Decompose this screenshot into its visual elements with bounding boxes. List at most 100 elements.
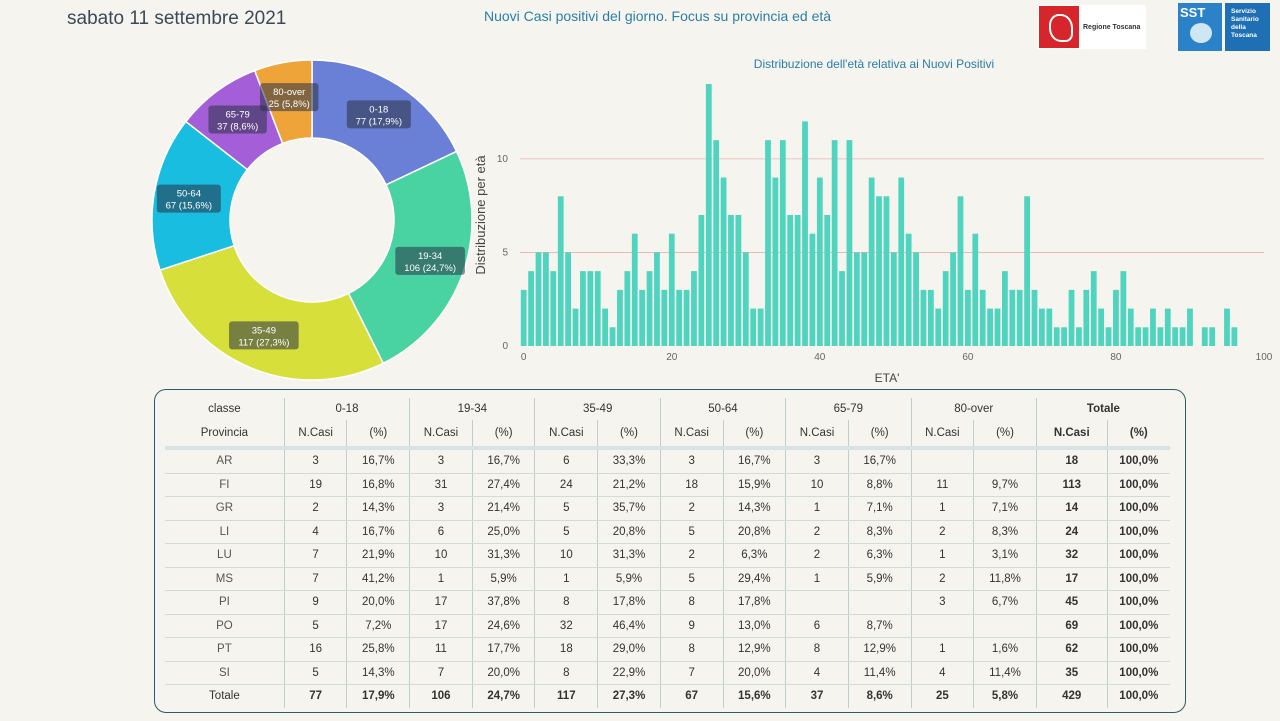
header-total-ncasi: N.Casi — [1036, 420, 1108, 450]
table-cell: 17,7% — [472, 637, 536, 662]
table-cell: 35,7% — [597, 496, 661, 521]
hist-bar — [831, 140, 838, 346]
table-row: LU 7 21,9% 10 31,3% 10 31,3% 2 6,3% 2 6,3% 1 3,1% 32 1… — [165, 543, 1170, 568]
table-row: PO 5 7,2% 17 24,6% 32 46,4% 9 13,0% 6 8,7% 69 100,0% — [165, 614, 1170, 638]
row-total: 45 — [1036, 590, 1108, 615]
row-total-pct: 100,0% — [1107, 496, 1170, 521]
hist-bar — [824, 215, 831, 346]
table-cell: 2 — [660, 543, 724, 568]
table-cell: 3 — [911, 590, 975, 615]
hist-bar — [594, 271, 601, 346]
hist-bar — [765, 140, 771, 346]
hist-bar — [713, 140, 720, 346]
hist-bar — [728, 215, 734, 346]
hist-bar — [846, 140, 853, 346]
table-cell: 6 — [785, 614, 849, 638]
hist-bar — [720, 177, 727, 346]
row-total-pct: 100,0% — [1107, 520, 1170, 544]
table-cell: 25 — [911, 684, 975, 708]
hist-bar — [624, 271, 631, 346]
table-cell: 16,7% — [848, 448, 912, 474]
header-total-pct: (%) — [1107, 420, 1170, 450]
donut-label-value: 106 (24,7%) — [404, 263, 456, 274]
donut-label-name: 80-over — [273, 87, 305, 98]
hist-bar — [1201, 327, 1208, 346]
table-cell: 22,9% — [597, 661, 661, 685]
y-tick-label: 5 — [502, 247, 508, 258]
header-ncasi: N.Casi — [785, 420, 849, 450]
x-axis-label: ETA' — [875, 371, 900, 382]
province-cell: Totale — [165, 684, 285, 708]
table-cell: 7 — [284, 567, 348, 591]
table-cell — [785, 590, 849, 615]
hist-bar — [979, 289, 986, 346]
table-cell: 31,3% — [597, 543, 661, 568]
hist-bar — [661, 289, 668, 346]
donut-slice-35-49 — [159, 244, 385, 381]
header-group: 0-18 — [284, 398, 411, 420]
table-cell: 17,8% — [723, 590, 787, 615]
donut-label-name: 65-79 — [225, 110, 249, 121]
header-pct: (%) — [597, 420, 661, 450]
province-cell: AR — [165, 448, 285, 474]
hist-bar — [528, 271, 534, 346]
hist-bar — [898, 177, 905, 346]
donut-label-name: 50-64 — [177, 189, 201, 200]
y-tick-label: 0 — [502, 341, 508, 352]
table-cell: 4 — [284, 520, 348, 544]
donut-label-value: 117 (27,3%) — [238, 337, 289, 348]
hist-bar — [750, 308, 757, 346]
table-header-groups: classe 0-18 19-34 35-49 50-64 65-79 80-over Tot… — [165, 398, 1170, 420]
table-cell: 13,0% — [723, 614, 787, 638]
table-cell: 77 — [284, 684, 348, 708]
table-cell: 7 — [660, 661, 724, 685]
data-table: classe 0-18 19-34 35-49 50-64 65-79 80-over Tot… — [165, 398, 1170, 708]
table-cell: 20,0% — [723, 661, 787, 685]
hist-bar — [1031, 289, 1038, 346]
row-total: 113 — [1036, 473, 1108, 497]
table-cell: 25,0% — [472, 520, 536, 544]
table-cell: 37 — [785, 684, 849, 708]
age-histogram-chart: Distribuzione dell'età relativa ai Nuovi… — [473, 57, 1273, 382]
hist-bar — [942, 271, 949, 346]
table-cell: 7 — [284, 543, 348, 568]
hist-bar — [698, 215, 705, 346]
hist-bar — [557, 196, 564, 346]
table-cell: 11,8% — [973, 567, 1037, 591]
hist-bar — [927, 289, 934, 346]
table-header-sub: Provincia N.Casi (%) N.Casi (%) N.Casi (%) N.Ca… — [165, 420, 1170, 450]
table-cell: 2 — [284, 496, 348, 521]
table-cell: 29,4% — [723, 567, 787, 591]
sst-logo: SST Servizio Sanitario della Toscana — [1178, 3, 1271, 51]
row-total-pct: 100,0% — [1107, 661, 1170, 685]
hist-bar — [816, 177, 823, 346]
hist-bar — [861, 252, 868, 346]
hist-bar — [802, 121, 808, 346]
table-cell: 7,1% — [848, 496, 912, 521]
table-cell: 21,2% — [597, 473, 661, 497]
hist-bar — [631, 233, 638, 346]
hist-bar — [1002, 271, 1008, 346]
table-cell: 9 — [660, 614, 724, 638]
table-cell: 24 — [534, 473, 599, 497]
header-group: 80-over — [911, 398, 1037, 420]
hist-bar — [1164, 308, 1171, 346]
hist-bar — [853, 252, 860, 346]
table-cell: 11,4% — [973, 661, 1037, 685]
province-cell: LU — [165, 543, 285, 568]
hist-bar — [883, 196, 890, 346]
sst-line: Servizio — [1231, 8, 1256, 15]
table-cell: 6,3% — [848, 543, 912, 568]
table-cell: 12,9% — [848, 637, 912, 662]
table-cell: 31 — [409, 473, 473, 497]
pegasus-flag-icon — [1039, 6, 1079, 48]
sst-line: della — [1231, 24, 1246, 31]
table-cell: 8 — [660, 637, 724, 662]
table-cell: 1 — [534, 567, 599, 591]
donut-label-name: 0-18 — [369, 104, 388, 115]
table-cell: 2 — [785, 520, 849, 544]
header-ncasi: N.Casi — [409, 420, 473, 450]
province-cell: PI — [165, 590, 285, 615]
hist-bar — [1209, 327, 1216, 346]
